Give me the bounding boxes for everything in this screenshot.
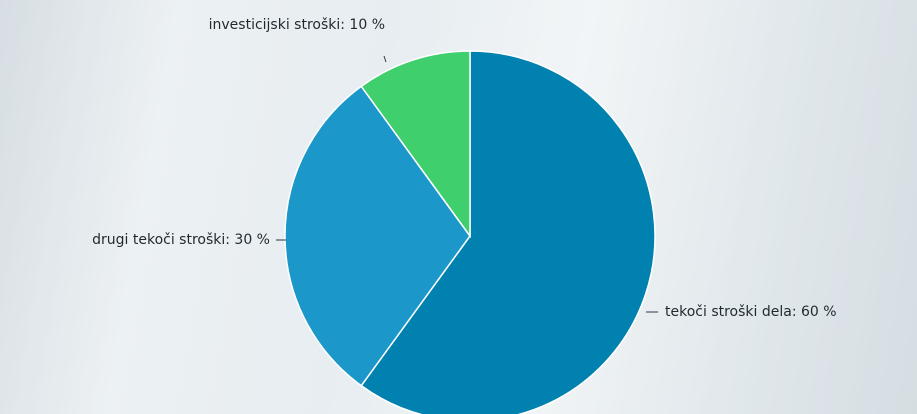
slice-label: tekoči stroški dela: 60 % <box>665 304 837 320</box>
slice-label: drugi tekoči stroški: 30 % <box>92 232 270 248</box>
pie-slice <box>360 50 656 414</box>
pie-slice <box>360 50 471 239</box>
pie-slice <box>284 85 471 387</box>
leader-line <box>383 55 387 63</box>
slice-label: investicijski stroški: 10 % <box>209 17 385 33</box>
